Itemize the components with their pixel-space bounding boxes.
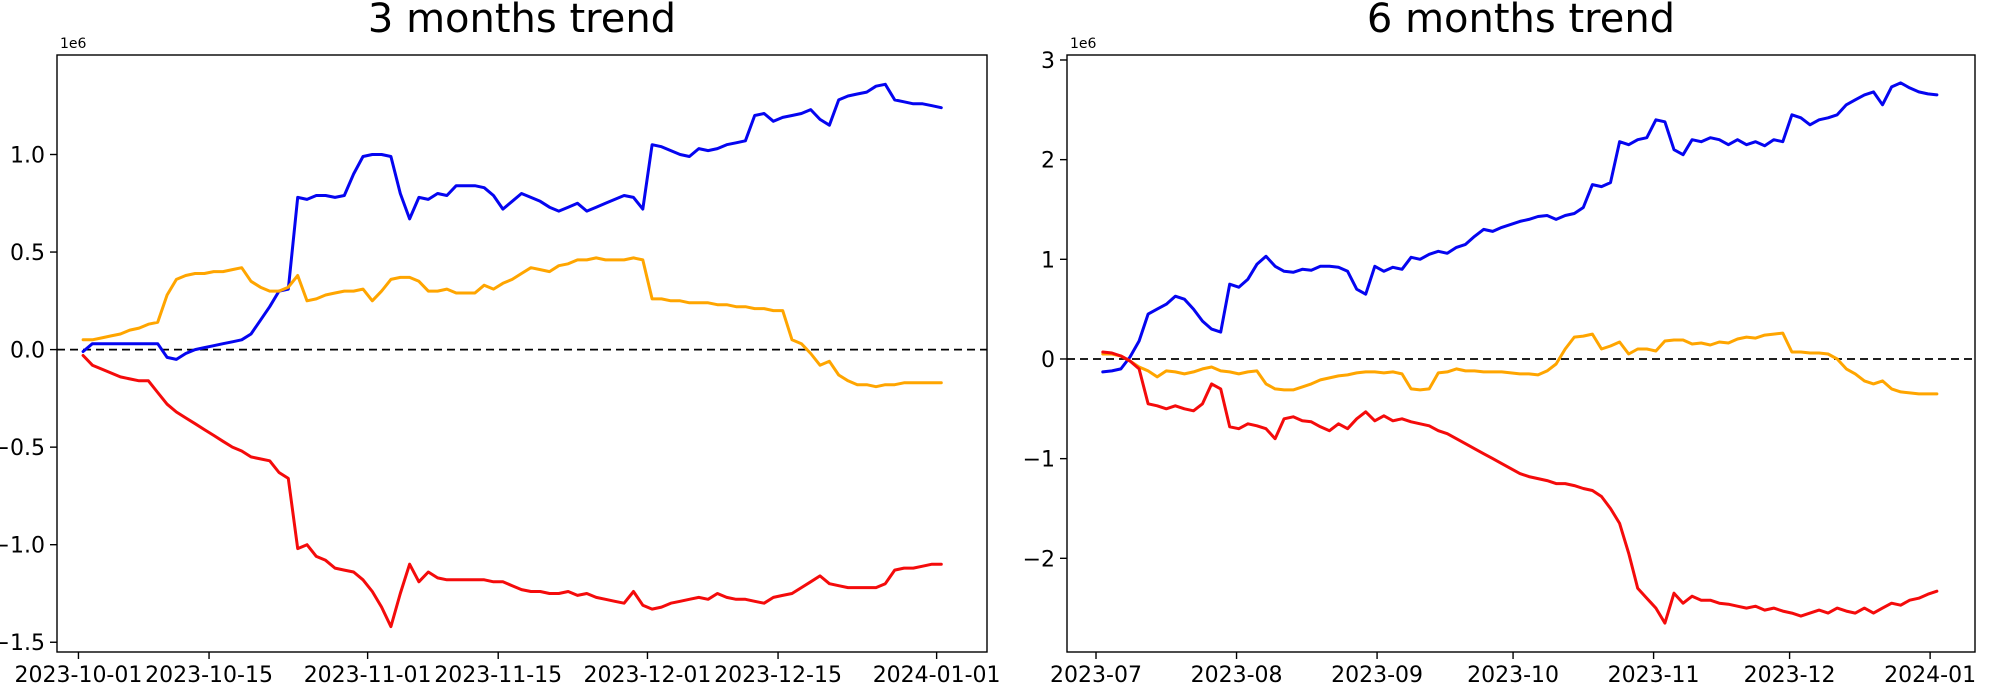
- left-orange-line: [81, 256, 943, 389]
- left-x-tick-label: 2023-11-01: [304, 663, 432, 688]
- left-y-axis-offset-label: 1e6: [60, 36, 87, 52]
- left-x-tick-label: 2023-11-15: [434, 663, 562, 688]
- left-red-line: [81, 354, 943, 629]
- right-x-tick-label: 2023-07: [1050, 663, 1142, 688]
- right-orange-line: [1101, 331, 1939, 396]
- left-x-tick-label: 2023-12-15: [714, 663, 842, 688]
- right-y-tick-label: 0: [1041, 348, 1055, 373]
- right-y-tick-label: 3: [1041, 49, 1055, 74]
- right-blue-line: [1101, 81, 1939, 374]
- left-y-tick-label: 0.5: [10, 241, 45, 266]
- left-blue-line: [81, 82, 943, 361]
- left-x-tick-label: 2023-10-01: [15, 663, 143, 688]
- right-x-tick-label: 2023-11: [1608, 663, 1700, 688]
- left-x-tick-label: 2024-01-01: [873, 663, 1001, 688]
- right-chart-title: 6 months trend: [1366, 0, 1676, 42]
- right-x-tick-label: 2023-08: [1191, 663, 1283, 688]
- right-y-axis-offset-label: 1e6: [1070, 36, 1097, 52]
- right-y-tick-label: −1: [1023, 448, 1055, 473]
- left-chart-title: 3 months trend: [367, 0, 677, 42]
- left-y-tick-label: 1.0: [10, 144, 45, 169]
- right-x-tick-label: 2023-09: [1331, 663, 1423, 688]
- left-x-tick-label: 2023-12-01: [584, 663, 712, 688]
- left-y-tick-label: 0.0: [10, 339, 45, 364]
- right-y-tick-label: 1: [1041, 248, 1055, 273]
- left-y-tick-label: −1.5: [0, 631, 45, 656]
- right-x-tick-label: 2024-01: [1884, 663, 1976, 688]
- left-y-tick-label: −1.0: [0, 534, 45, 559]
- left-y-tick-label: −0.5: [0, 436, 45, 461]
- left-plot-spines: [56, 54, 988, 653]
- right-y-tick-label: −2: [1023, 547, 1055, 572]
- right-x-tick-label: 2023-12: [1744, 663, 1836, 688]
- right-y-tick-label: 2: [1041, 149, 1055, 174]
- left-x-tick-label: 2023-10-15: [145, 663, 273, 688]
- right-x-tick-label: 2023-10: [1467, 663, 1559, 688]
- right-red-line: [1101, 350, 1939, 625]
- right-plot-spines: [1066, 54, 1976, 653]
